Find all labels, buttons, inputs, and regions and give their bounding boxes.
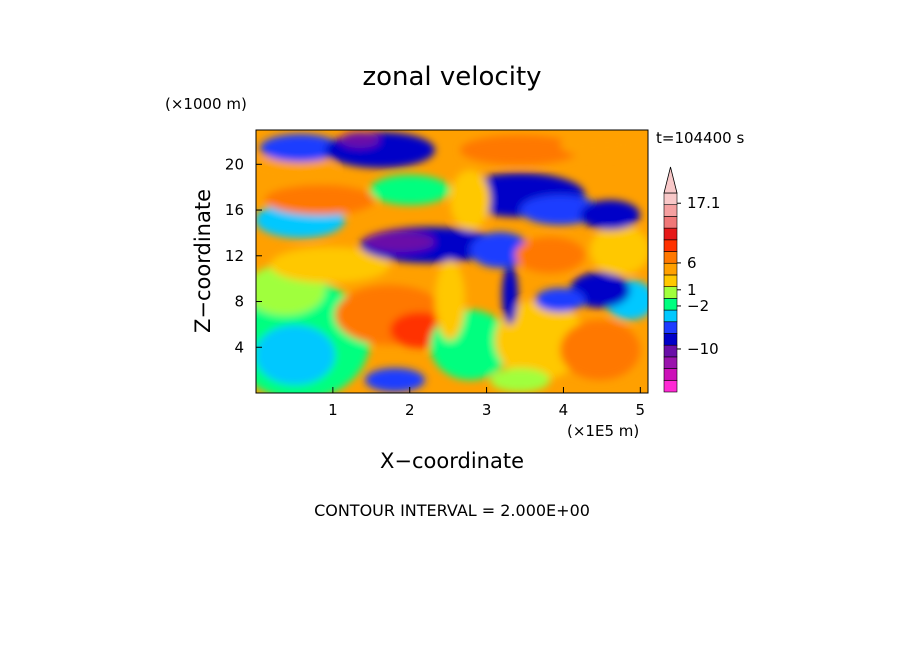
y-tick-label: 12 bbox=[225, 247, 244, 265]
contour-interval-note: CONTOUR INTERVAL = 2.000E+00 bbox=[314, 501, 590, 520]
x-axis-label: X−coordinate bbox=[380, 449, 524, 473]
colorbar-swatch bbox=[663, 286, 678, 299]
colorbar: 17.1 6 1−2 −10 bbox=[663, 166, 720, 393]
y-tick-label: 4 bbox=[234, 338, 244, 356]
colorbar-label: 17.1 bbox=[687, 194, 720, 212]
colorbar-swatch bbox=[663, 239, 678, 252]
colorbar-swatch bbox=[663, 368, 678, 381]
colorbar-swatch bbox=[663, 204, 678, 217]
plot-frame bbox=[255, 129, 649, 394]
colorbar-label: −10 bbox=[687, 340, 719, 358]
time-label: t=104400 s bbox=[656, 129, 744, 147]
x-axis-ticks: 1 2 3 4 5 bbox=[328, 387, 645, 419]
x-tick-label: 5 bbox=[636, 401, 646, 419]
colorbar-swatch bbox=[663, 298, 678, 311]
y-tick-label: 20 bbox=[225, 155, 244, 173]
colorbar-swatch bbox=[663, 262, 678, 276]
colorbar-swatch bbox=[663, 321, 678, 334]
y-tick-label: 16 bbox=[225, 201, 244, 219]
colorbar-swatch bbox=[663, 309, 678, 323]
colorbar-extend-arrow bbox=[663, 166, 678, 194]
colorbar-label: 6 bbox=[687, 254, 697, 272]
colorbar-swatch bbox=[663, 274, 678, 287]
y-axis-label: Z−coordinate bbox=[191, 189, 215, 333]
colorbar-label: 1 bbox=[687, 281, 697, 299]
x-tick-label: 4 bbox=[559, 401, 569, 419]
colorbar-label: −2 bbox=[687, 297, 709, 315]
colorbar-swatch bbox=[663, 379, 678, 393]
colorbar-swatch bbox=[663, 344, 678, 358]
colorbar-swatch bbox=[663, 192, 678, 206]
colorbar-swatch bbox=[663, 251, 678, 264]
x-tick-label: 3 bbox=[482, 401, 492, 419]
contour-field bbox=[256, 130, 648, 393]
y-tick-label: 8 bbox=[234, 293, 244, 311]
colorbar-swatch bbox=[663, 356, 678, 369]
chart-title: zonal velocity bbox=[362, 62, 541, 92]
colorbar-swatch bbox=[663, 227, 678, 241]
x-unit-label: (×1E5 m) bbox=[567, 422, 639, 440]
colorbar-swatch bbox=[663, 216, 678, 229]
colorbar-swatch bbox=[663, 333, 678, 346]
x-tick-label: 1 bbox=[328, 401, 338, 419]
x-tick-label: 2 bbox=[405, 401, 415, 419]
y-unit-label: (×1000 m) bbox=[165, 95, 247, 113]
y-axis-ticks: 4 8 12 16 20 bbox=[225, 155, 262, 356]
